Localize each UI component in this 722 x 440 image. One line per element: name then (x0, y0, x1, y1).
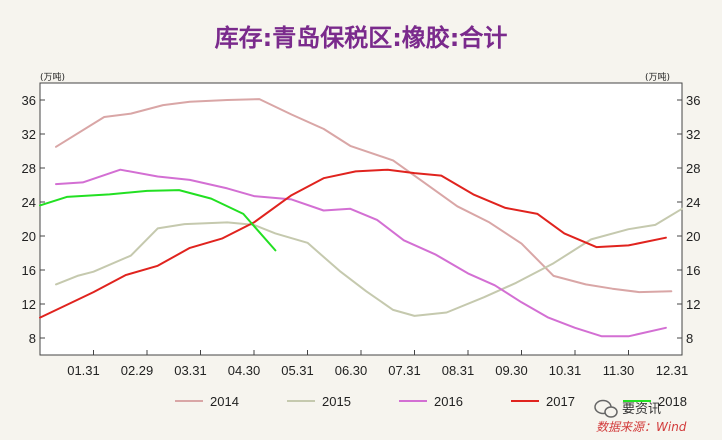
y-tick-label-left: 16 (22, 263, 36, 278)
series-lines (39, 98, 683, 338)
y-tick-label-left: 32 (22, 127, 36, 142)
y-tick-label-right: 20 (686, 229, 700, 244)
y-tick-label-left: 36 (22, 93, 36, 108)
chart-title: 库存:青岛保税区:橡胶:合计 (215, 24, 508, 52)
y-tick-label-left: 28 (22, 161, 36, 176)
y-tick-label-left: 8 (29, 331, 36, 346)
x-tick-label: 04.30 (228, 363, 261, 378)
x-tick-label: 03.31 (174, 363, 207, 378)
y-tick-label-left: 12 (22, 297, 36, 312)
y-tick-label-right: 12 (686, 297, 700, 312)
legend-label-2014: 2014 (210, 394, 239, 409)
x-tick-label: 12.31 (656, 363, 689, 378)
watermark: 要资讯 数据来源：Wind (594, 399, 687, 434)
y-tick-label-right: 32 (686, 127, 700, 142)
left-axis-unit: (万吨) (40, 71, 65, 83)
y-tick-label-right: 24 (686, 195, 700, 210)
y-tick-label-right: 8 (686, 331, 693, 346)
watermark-label: 要资讯 (622, 402, 661, 417)
data-source: 数据来源：Wind (596, 420, 687, 434)
y-tick-label-right: 16 (686, 263, 700, 278)
legend: 2014 2015 2016 2017 2018 (175, 394, 687, 409)
series-line-2018 (39, 189, 277, 252)
y-tick-label-left: 24 (22, 195, 36, 210)
wechat-icon (594, 399, 618, 418)
legend-label-2016: 2016 (434, 394, 463, 409)
x-tick-label: 09.30 (495, 363, 528, 378)
series-line-2014 (55, 98, 673, 294)
right-axis-unit: (万吨) (645, 71, 670, 83)
legend-label-2015: 2015 (322, 394, 351, 409)
x-tick-label: 11.30 (603, 363, 635, 378)
x-tick-label: 05.31 (281, 363, 314, 378)
legend-label-2018: 2018 (658, 394, 687, 409)
y-tick-label-right: 28 (686, 161, 700, 176)
x-tick-label: 10.31 (549, 363, 582, 378)
x-tick-label: 02.29 (121, 363, 154, 378)
series-line-2015 (55, 207, 683, 317)
series-line-2016 (55, 168, 667, 338)
x-tick-label: 08.31 (442, 363, 475, 378)
legend-label-2017: 2017 (546, 394, 575, 409)
axes: 8 8 12 12 16 16 20 20 24 24 28 28 32 32 36 36 01.31 02.29… (22, 82, 700, 378)
y-tick-label-left: 20 (22, 229, 36, 244)
x-tick-label: 06.30 (335, 363, 368, 378)
y-tick-label-right: 36 (686, 93, 700, 108)
x-tick-label: 01.31 (67, 363, 100, 378)
plot-area (39, 82, 683, 356)
series-line-2017 (39, 168, 667, 319)
x-tick-label: 07.31 (388, 363, 421, 378)
